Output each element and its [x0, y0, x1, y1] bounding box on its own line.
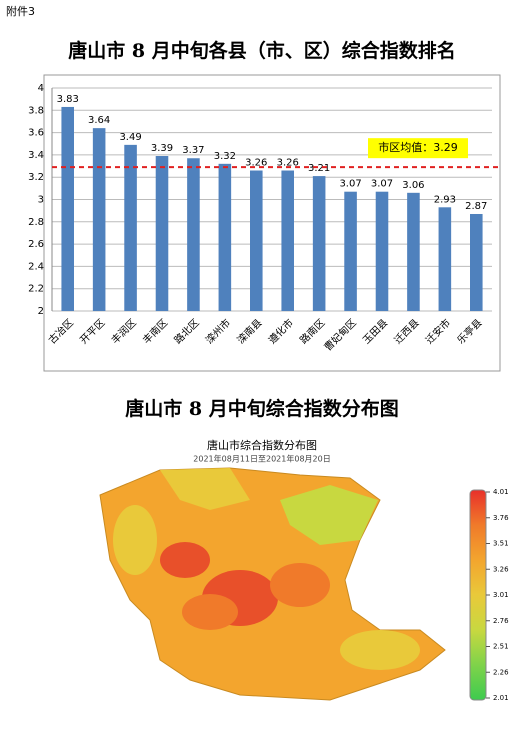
chart-title: 唐山市 8 月中旬各县（市、区）综合指数排名	[68, 39, 455, 62]
y-tick-label: 3.6	[28, 128, 44, 139]
legend-tick-label: 3.76	[493, 514, 509, 522]
map-region	[340, 630, 420, 670]
map-region	[160, 468, 250, 510]
map-heading: 唐山市 8 月中旬综合指数分布图	[125, 397, 398, 420]
reference-label: 市区均值：3.29	[378, 140, 458, 154]
map-shapes	[99, 467, 446, 701]
value-label: 3.83	[57, 94, 79, 105]
y-tick-label: 3.4	[28, 150, 44, 161]
legend-tick-label: 3.26	[493, 565, 509, 573]
legend-tick-label: 3.51	[493, 540, 509, 548]
value-label: 3.26	[245, 158, 267, 169]
legend-tick-label: 2.01	[493, 694, 509, 702]
value-label: 3.21	[308, 163, 330, 174]
value-label: 3.39	[151, 143, 173, 154]
bar	[61, 106, 74, 311]
bar	[312, 176, 326, 311]
y-tick-label: 4	[38, 83, 44, 94]
map-region	[113, 505, 157, 575]
map-title: 唐山市综合指数分布图	[207, 438, 317, 452]
bar	[124, 144, 137, 311]
legend-tick-label: 2.76	[493, 617, 509, 625]
y-tick-label: 2.4	[28, 261, 44, 272]
value-label: 3.37	[182, 145, 204, 156]
y-tick-label: 2.6	[28, 239, 44, 250]
legend-tick-label: 3.01	[493, 591, 509, 599]
chart-frame	[43, 74, 501, 372]
map-region	[270, 563, 330, 607]
bar	[92, 128, 106, 311]
legend-tick-label: 4.01	[493, 488, 509, 496]
value-label: 2.87	[465, 201, 487, 212]
bar	[250, 170, 263, 311]
bar	[470, 213, 483, 311]
value-label: 3.26	[277, 158, 299, 169]
legend-tick-label: 2.51	[493, 643, 509, 651]
value-label: 2.93	[434, 194, 456, 205]
value-label: 3.49	[119, 132, 141, 143]
legend-bar	[469, 489, 487, 701]
reference-label-box	[368, 138, 468, 159]
bar	[344, 191, 357, 311]
bar	[281, 170, 294, 311]
bar	[218, 163, 232, 311]
y-tick-label: 2	[38, 306, 44, 317]
legend-tick-label: 2.26	[493, 668, 509, 676]
value-label: 3.32	[214, 151, 236, 162]
bar	[375, 191, 389, 311]
value-label: 3.07	[339, 179, 361, 190]
value-label: 3.06	[402, 180, 424, 191]
y-tick-label: 2.2	[28, 284, 44, 295]
map-region	[280, 485, 378, 545]
bar	[155, 156, 169, 311]
y-tick-label: 3	[38, 195, 44, 206]
bar	[187, 158, 200, 311]
map-region	[182, 594, 238, 630]
y-tick-label: 3.2	[28, 172, 44, 183]
bar	[407, 192, 420, 311]
bar	[438, 207, 452, 311]
map-region	[160, 542, 210, 578]
y-tick-label: 2.8	[28, 217, 44, 228]
value-label: 3.07	[371, 179, 393, 190]
value-label: 3.64	[88, 115, 110, 126]
map-subtitle: 2021年08月11日至2021年08月20日	[193, 454, 330, 464]
y-tick-label: 3.8	[28, 105, 44, 116]
attachment-label: 附件3	[6, 4, 35, 18]
